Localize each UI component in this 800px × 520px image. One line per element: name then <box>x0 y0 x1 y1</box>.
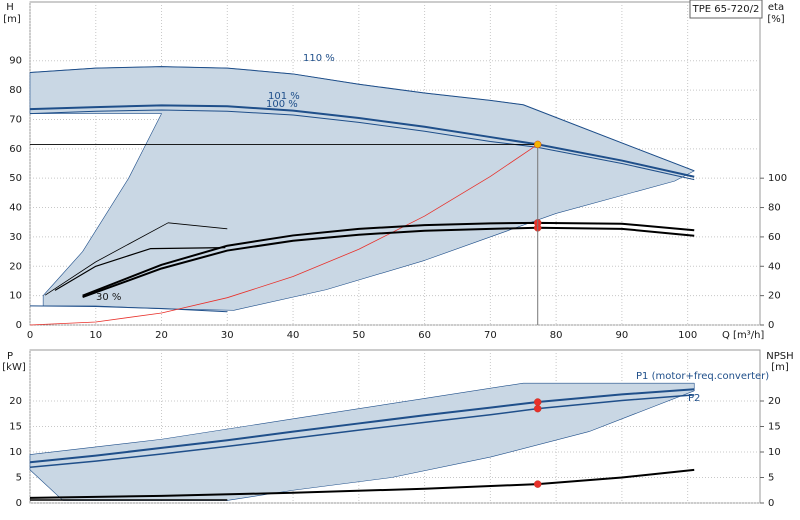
curve-label: 30 % <box>96 292 121 303</box>
curve <box>54 247 226 291</box>
y-tick-label: 30 <box>9 232 22 243</box>
y2-axis-unit: [%] <box>767 14 784 25</box>
title-box <box>689 0 763 19</box>
curve-label: P2 <box>688 393 700 404</box>
x-tick-label: 30 <box>221 330 234 341</box>
curve-label: 101 % <box>268 91 300 102</box>
y-axis-label: P <box>7 351 13 362</box>
y-tick-label: 50 <box>9 173 22 184</box>
curve <box>29 388 695 464</box>
curve <box>82 221 695 297</box>
y-tick-label: 10 <box>9 447 22 458</box>
y-axis-unit: [m] <box>3 14 21 25</box>
x-tick-label: 20 <box>155 330 168 341</box>
y2-tick-label: 15 <box>768 422 781 433</box>
y-tick-label: 10 <box>9 291 22 302</box>
y2-tick-label: 20 <box>768 291 781 302</box>
curve <box>29 305 228 313</box>
y-tick-label: 5 <box>16 473 22 484</box>
duty-point <box>533 398 542 406</box>
top-frame <box>29 1 761 326</box>
y-tick-label: 60 <box>9 144 22 155</box>
y2-tick-label: 20 <box>768 396 781 407</box>
y-tick-label: 90 <box>9 56 22 67</box>
x-tick-label: 0 <box>27 330 33 341</box>
x-axis-label: Q [m³/h] <box>722 330 764 341</box>
curve <box>82 226 695 299</box>
curve <box>29 468 695 499</box>
y2-axis-unit: [m] <box>771 362 789 373</box>
x-tick-label: 60 <box>418 330 431 341</box>
y-tick-label: 40 <box>9 203 22 214</box>
curve <box>44 222 228 296</box>
y-tick-label: 0 <box>16 320 22 331</box>
curve <box>29 66 695 172</box>
curve-label: P1 (motor+freq.converter) <box>636 371 769 382</box>
x-tick-label: 50 <box>352 330 365 341</box>
y-axis-unit: [kW] <box>2 362 26 373</box>
curve <box>29 109 695 181</box>
x-tick-label: 80 <box>550 330 563 341</box>
duty-point <box>533 404 542 413</box>
y-tick-label: 0 <box>16 498 22 509</box>
curve <box>29 394 695 469</box>
y2-tick-label: 60 <box>768 232 781 243</box>
plot-layer: 0 10 20 30 40 50 60 70 80 90 100010203040506070809… <box>9 2 787 509</box>
y2-tick-label: 80 <box>768 203 781 214</box>
operating-area <box>29 66 695 311</box>
y2-tick-label: 10 <box>768 447 781 458</box>
y2-tick-label: 100 <box>768 173 787 184</box>
y-tick-label: 20 <box>9 261 22 272</box>
x-tick-label: 40 <box>287 330 300 341</box>
y2-tick-label: 40 <box>768 261 781 272</box>
y-tick-label: 70 <box>9 114 22 125</box>
x-tick-label: 90 <box>616 330 629 341</box>
y2-axis-label: eta <box>768 2 784 13</box>
curve <box>29 104 695 178</box>
duty-point <box>533 140 542 149</box>
y-tick-label: 15 <box>9 422 22 433</box>
y2-tick-label: 0 <box>768 498 774 509</box>
y2-axis-label: NPSH <box>766 351 793 362</box>
chart-title: TPE 65-720/2 <box>692 4 760 15</box>
y-tick-label: 80 <box>9 85 22 96</box>
curve-label: 110 % <box>303 53 335 64</box>
y-tick-label: 20 <box>9 396 22 407</box>
x-tick-label: 100 <box>678 330 697 341</box>
y2-tick-label: 0 <box>768 320 774 331</box>
x-tick-label: 10 <box>89 330 102 341</box>
duty-point <box>533 480 542 488</box>
curve <box>29 144 538 326</box>
y2-tick-label: 5 <box>768 473 774 484</box>
y-axis-label: H <box>6 2 14 13</box>
x-tick-label: 70 <box>484 330 497 341</box>
curve-label: 100 % <box>266 99 298 110</box>
